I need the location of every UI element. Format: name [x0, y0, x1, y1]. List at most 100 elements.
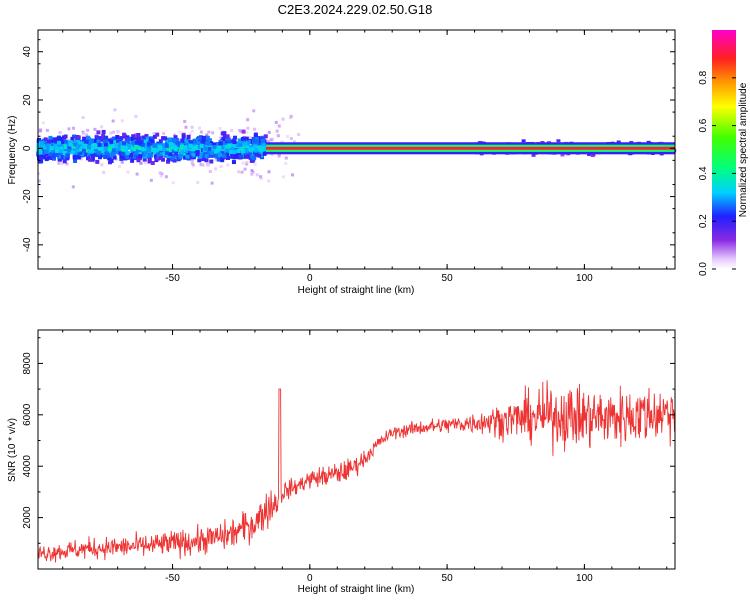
heatmap-cell	[109, 139, 114, 144]
heatmap-cell	[277, 124, 281, 128]
heatmap-cell	[63, 139, 68, 144]
heatmap-cell	[72, 134, 77, 139]
heatmap-cell	[253, 132, 258, 137]
heatmap-cell	[232, 135, 237, 140]
heatmap-cell	[130, 158, 135, 163]
snr-xlabel: Height of straight line (km)	[298, 584, 415, 595]
heatmap-cell	[209, 159, 214, 164]
heatmap-cell	[63, 134, 68, 139]
y-tick-label: -40	[22, 237, 33, 252]
heatmap-cell	[170, 155, 175, 160]
heatmap-cell	[96, 140, 101, 145]
heatmap-cell	[146, 142, 151, 147]
heatmap-cell	[88, 157, 93, 162]
heatmap-cell	[224, 152, 229, 157]
heatmap-cell	[73, 150, 78, 155]
heatmap-cell	[147, 148, 152, 153]
heatmap-cell	[190, 162, 194, 166]
heatmap-cell	[244, 148, 249, 153]
heatmap-cell	[103, 146, 108, 151]
heatmap-cell	[210, 181, 214, 185]
heatmap-cell	[84, 147, 89, 152]
heatmap-cell	[155, 156, 160, 161]
heatmap-cell	[150, 160, 155, 165]
heatmap-cell	[48, 135, 53, 140]
heatmap-cell	[141, 135, 146, 140]
heatmap-cell	[67, 144, 72, 149]
heatmap-cell	[212, 142, 217, 147]
heatmap-cell	[240, 149, 245, 154]
heatmap-cell	[214, 167, 218, 171]
heatmap-cell	[100, 153, 105, 158]
heatmap-cell	[213, 149, 218, 154]
heatmap-cell	[129, 136, 134, 141]
heatmap-cell	[241, 161, 245, 165]
heatmap-cell	[119, 156, 124, 161]
heatmap-cell	[92, 138, 97, 143]
heatmap-cell	[211, 147, 216, 152]
heatmap-cell	[276, 134, 280, 138]
heatmap-cell	[291, 173, 295, 177]
heatmap-cell	[220, 146, 225, 151]
heatmap-cell	[216, 147, 221, 152]
heatmap-cell	[157, 153, 162, 158]
heatmap-cell	[292, 140, 296, 144]
heatmap-cell	[197, 136, 202, 141]
heatmap-cell	[136, 155, 141, 160]
heatmap-cell	[153, 143, 158, 148]
spectrogram-frame	[37, 29, 676, 270]
heatmap-cell	[212, 144, 217, 149]
heatmap-cell	[117, 147, 122, 152]
heatmap-cell	[57, 157, 62, 162]
heatmap-cell	[107, 156, 112, 161]
heatmap-cell	[97, 143, 102, 148]
y-tick-label: 40	[22, 46, 33, 58]
heatmap-cell	[199, 143, 204, 148]
x-tick-label: 100	[576, 573, 593, 584]
heatmap-cell	[178, 130, 182, 134]
heatmap-cell	[113, 150, 118, 155]
heatmap-cell	[112, 140, 117, 145]
heatmap-cell	[226, 163, 230, 167]
colorbar-ticks: 0.0 0.2 0.4 0.6 0.8	[698, 70, 736, 276]
heatmap-cell	[249, 154, 254, 159]
heatmap-cell	[183, 119, 187, 123]
y-tick-label: 0	[22, 145, 33, 151]
heatmap-cell	[104, 135, 109, 140]
heatmap-cell	[211, 131, 215, 135]
heatmap-cell	[160, 143, 165, 148]
heatmap-cell	[214, 142, 219, 147]
heatmap-cell	[114, 142, 119, 147]
heatmap-cell	[173, 147, 178, 152]
heatmap-cell	[262, 151, 267, 156]
heatmap-cell	[108, 146, 113, 151]
heatmap-cell	[42, 155, 47, 160]
heatmap-cell	[226, 143, 231, 148]
heatmap-cell	[134, 147, 139, 152]
heatmap-cell	[271, 137, 275, 141]
heatmap-cell	[248, 136, 252, 140]
heatmap-cell	[108, 151, 113, 156]
heatmap-cell	[243, 154, 248, 159]
heatmap-cell	[85, 135, 90, 140]
heatmap-cell	[56, 136, 61, 141]
heatmap-cell	[158, 171, 162, 175]
heatmap-cell	[180, 150, 185, 155]
heatmap-cell	[259, 153, 264, 158]
heatmap-cell	[70, 136, 75, 141]
heatmap-cell	[246, 154, 251, 159]
heatmap-cell	[269, 138, 273, 142]
heatmap-cell	[231, 160, 236, 165]
heatmap-cell	[99, 137, 104, 142]
y-tick-label: 4000	[22, 455, 33, 478]
heatmap-cell	[148, 152, 153, 157]
heatmap-cell	[256, 150, 261, 155]
heatmap-cell	[208, 153, 213, 158]
heatmap-cell	[221, 153, 226, 158]
heatmap-cell	[143, 150, 148, 155]
heatmap-cell	[44, 157, 49, 162]
heatmap-cell	[120, 145, 125, 150]
heatmap-cell	[71, 185, 75, 189]
heatmap-cell	[222, 134, 227, 139]
snr-ticks: -50 0 50 100 2000 4000 6000 8000	[22, 330, 675, 584]
